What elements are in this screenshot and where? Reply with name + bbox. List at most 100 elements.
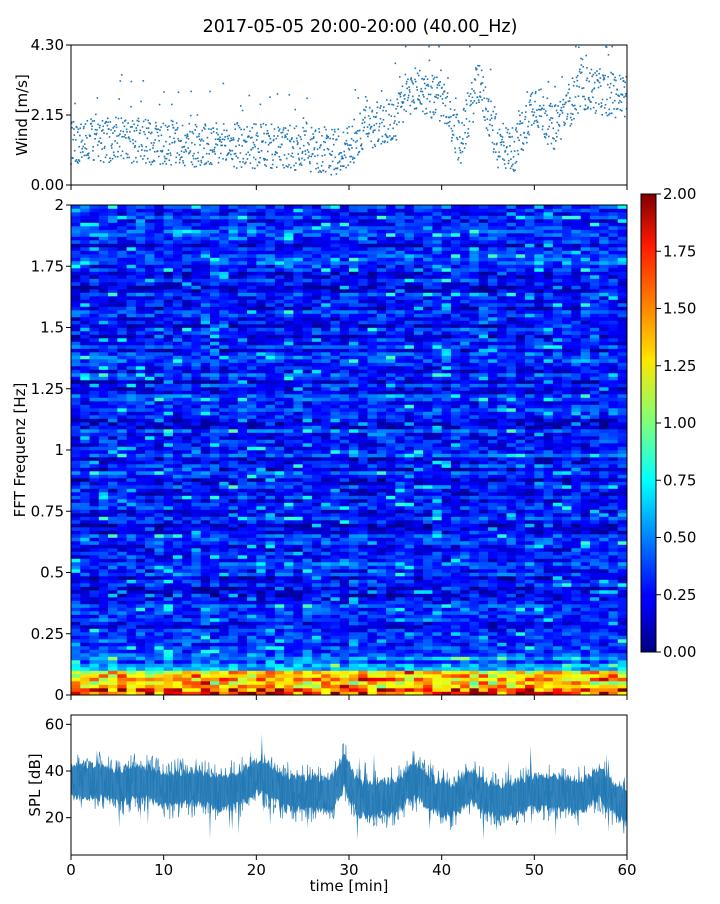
spectrogram-cell — [386, 499, 396, 503]
wind-point — [433, 101, 435, 103]
spectrogram-cell — [534, 520, 544, 524]
spectrogram-cell — [182, 604, 192, 608]
spectrogram-cell — [191, 552, 201, 556]
spectrogram-cell — [442, 534, 452, 538]
spectrogram-cell — [312, 639, 322, 643]
spectrogram-cell — [136, 594, 146, 598]
spectrogram-cell — [460, 618, 470, 622]
spectrogram-cell — [395, 559, 405, 563]
spectrogram-cell — [525, 541, 535, 545]
wind-point — [153, 142, 155, 144]
spectrogram-cell — [284, 559, 294, 563]
spectrogram-cell — [599, 513, 609, 517]
spectrogram-cell — [608, 674, 618, 678]
spectrogram-cell — [136, 608, 146, 612]
spectrogram-cell — [117, 608, 127, 612]
spectrogram-cell — [191, 517, 201, 521]
spectrogram-cell — [562, 688, 572, 692]
spectrogram-cell — [284, 527, 294, 531]
spectrogram-cell — [90, 569, 100, 573]
spectrogram-cell — [90, 681, 100, 685]
wind-point — [388, 114, 390, 116]
wind-point — [507, 129, 509, 131]
spectrogram-cell — [386, 632, 396, 636]
spectrogram-cell — [229, 601, 239, 605]
wind-point — [178, 140, 180, 142]
spectrogram-cell — [451, 527, 461, 531]
spectrogram-cell — [108, 660, 118, 664]
spectrogram-cell — [349, 527, 359, 531]
spectrogram-cell — [525, 531, 535, 535]
spectrogram-cell — [247, 503, 257, 507]
wind-point — [309, 163, 311, 165]
spectrogram-cell — [201, 548, 211, 552]
wind-point — [249, 154, 251, 156]
spectrogram-cell — [71, 517, 81, 521]
spectrogram-cell — [358, 664, 368, 668]
wind-point — [468, 128, 470, 130]
spectrogram-cell — [99, 566, 109, 570]
wind-point — [588, 81, 590, 83]
spectrogram-cell — [599, 639, 609, 643]
spectrogram-cell — [219, 636, 229, 640]
spectrogram-cell — [451, 629, 461, 633]
chart-title: 2017-05-05 20:00-20:00 (40.00_Hz) — [203, 17, 518, 37]
spectrogram-cell — [414, 583, 424, 587]
spectrogram-cell — [303, 531, 313, 535]
spectrogram-cell — [164, 625, 174, 629]
wind-point — [389, 104, 391, 106]
wind-point — [435, 96, 437, 98]
spectrogram-cell — [108, 552, 118, 556]
spectrogram-cell — [136, 643, 146, 647]
spectrogram-cell — [405, 506, 415, 510]
spectrogram-cell — [99, 534, 109, 538]
spectrogram-cell — [90, 538, 100, 542]
spectrogram-cell — [479, 653, 489, 657]
spectrogram-cell — [469, 604, 479, 608]
spectrogram-cell — [349, 632, 359, 636]
spectrogram-cell — [377, 685, 387, 689]
spectrogram-cell — [154, 671, 164, 675]
wind-point — [483, 97, 485, 99]
spectrogram-cell — [479, 615, 489, 619]
spectrogram-cell — [544, 625, 554, 629]
spectrogram-cell — [191, 594, 201, 598]
spectrogram-cell — [608, 587, 618, 591]
spectrogram-cell — [340, 548, 350, 552]
wind-point — [548, 126, 550, 128]
wind-point — [398, 121, 400, 123]
spectrogram-cell — [534, 538, 544, 542]
spectrogram-cell — [136, 660, 146, 664]
spectrogram-cell — [154, 653, 164, 657]
wind-point — [75, 139, 77, 141]
wind-point — [446, 123, 448, 125]
spectrogram-cell — [293, 653, 303, 657]
spectrogram-cell — [377, 653, 387, 657]
spectrogram-cell — [405, 527, 415, 531]
wind-point — [175, 157, 177, 159]
spectrogram-cell — [442, 559, 452, 563]
spectrogram-cell — [173, 548, 183, 552]
wind-point — [428, 94, 430, 96]
spectrogram-cell — [581, 678, 591, 682]
wind-point — [79, 127, 81, 129]
spectrogram-cell — [368, 643, 378, 647]
wind-point — [290, 155, 292, 157]
spectrogram-cell — [423, 608, 433, 612]
wind-point — [309, 161, 311, 163]
spectrogram-cell — [507, 597, 517, 601]
wind-point — [356, 133, 358, 135]
spectrogram-cell — [608, 685, 618, 689]
spectrogram-cell — [432, 562, 442, 566]
wind-point — [218, 162, 220, 164]
wind-point — [98, 155, 100, 157]
wind-point — [401, 106, 403, 108]
spectrogram-cell — [534, 562, 544, 566]
spectrogram-cell — [191, 520, 201, 524]
spectrogram-cell — [377, 604, 387, 608]
spectrogram-cell — [571, 594, 581, 598]
wind-point — [585, 108, 587, 110]
wind-point — [429, 111, 431, 113]
spectrogram-cell — [99, 615, 109, 619]
spectrogram-cell — [488, 587, 498, 591]
